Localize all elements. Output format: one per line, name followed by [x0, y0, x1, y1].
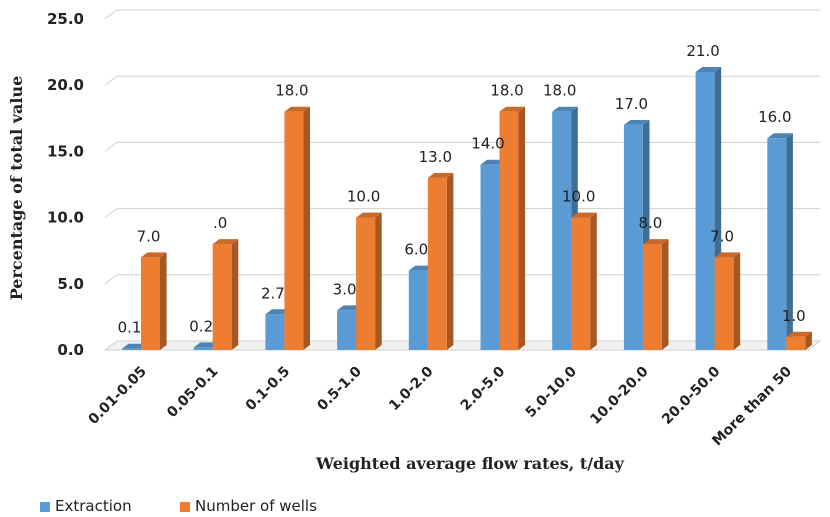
bar-wells — [427, 172, 454, 350]
gridline-depth — [104, 274, 118, 285]
y-tick-label: 20.0 — [47, 76, 84, 94]
y-tick-label: 25.0 — [47, 10, 84, 28]
gridline-depth — [104, 208, 118, 219]
bar-wells — [284, 106, 310, 351]
legend-label: Number of wells — [195, 497, 317, 515]
data-label: 14.0 — [471, 135, 504, 153]
x-axis-title: Weighted average flow rates, t/day — [315, 454, 625, 473]
y-tick-label: 0.0 — [57, 341, 84, 359]
data-label: 7.0 — [137, 227, 161, 245]
data-label: 0.1 — [118, 319, 142, 337]
data-label: 3.0 — [333, 280, 357, 298]
data-label: 10.0 — [347, 188, 380, 206]
data-label: 16.0 — [758, 108, 791, 126]
bar-wells — [571, 212, 597, 350]
legend: Extraction Number of wells — [40, 497, 317, 515]
x-axis-ticks: 0.01-0.05 0.05-0.1 0.1-0.5 0.5-1.0 1.0-2.0 2.… — [86, 363, 796, 449]
bars — [122, 67, 812, 351]
bar-wells — [141, 252, 167, 350]
data-label: .0 — [213, 214, 227, 232]
gridline-depth — [104, 141, 118, 152]
bar-wells — [212, 239, 239, 350]
data-label: 17.0 — [615, 95, 648, 113]
data-label: 13.0 — [419, 148, 452, 166]
data-label: 2.7 — [261, 284, 285, 302]
x-tick-label: 0.05-0.1 — [164, 364, 221, 421]
x-tick-label: More than 50 — [709, 363, 795, 449]
data-label: 21.0 — [686, 42, 719, 60]
x-tick-label: 0.5-1.0 — [314, 363, 365, 414]
legend-label: Extraction — [55, 497, 132, 515]
y-axis-ticks: 0.0 5.0 10.0 15.0 20.0 25.0 — [47, 10, 84, 359]
y-tick-label: 15.0 — [47, 142, 84, 160]
data-label: 10.0 — [562, 188, 595, 206]
x-tick-label: 0.01-0.05 — [86, 364, 150, 428]
x-tick-label: 0.1-0.5 — [243, 364, 294, 415]
bar-extraction — [767, 133, 793, 350]
y-tick-label: 5.0 — [57, 275, 84, 293]
legend-swatch — [40, 502, 50, 512]
data-label: 1.0 — [782, 307, 806, 325]
legend-swatch — [180, 502, 190, 512]
bar-wells — [356, 212, 382, 350]
data-label: 18.0 — [490, 82, 523, 100]
x-tick-label: 10.0-20.0 — [587, 363, 651, 427]
x-tick-label: 20.0-50.0 — [659, 363, 723, 427]
data-label: 7.0 — [710, 227, 734, 245]
data-label: 18.0 — [275, 82, 308, 100]
gridline-depth — [104, 9, 118, 20]
data-label: 8.0 — [638, 214, 662, 232]
gridline-depth — [104, 75, 118, 86]
y-tick-label: 10.0 — [47, 209, 84, 227]
x-tick-label: 5.0-10.0 — [523, 363, 581, 421]
data-labels: 0.1 7.0 0.2 .0 2.7 18.0 3.0 10.0 6.0 13.0 14.0 18.0… — [118, 42, 806, 337]
bar-wells — [642, 239, 669, 350]
bar-wells — [786, 331, 812, 350]
data-label: 18.0 — [543, 82, 576, 100]
data-label: 0.2 — [189, 317, 213, 335]
data-label: 6.0 — [404, 241, 428, 259]
x-tick-label: 2.0-5.0 — [458, 363, 509, 414]
bar-wells — [499, 106, 526, 351]
y-axis-title: Percentage of total value — [7, 76, 26, 301]
bar-wells — [714, 252, 741, 350]
x-tick-label: 1.0-2.0 — [386, 363, 437, 414]
